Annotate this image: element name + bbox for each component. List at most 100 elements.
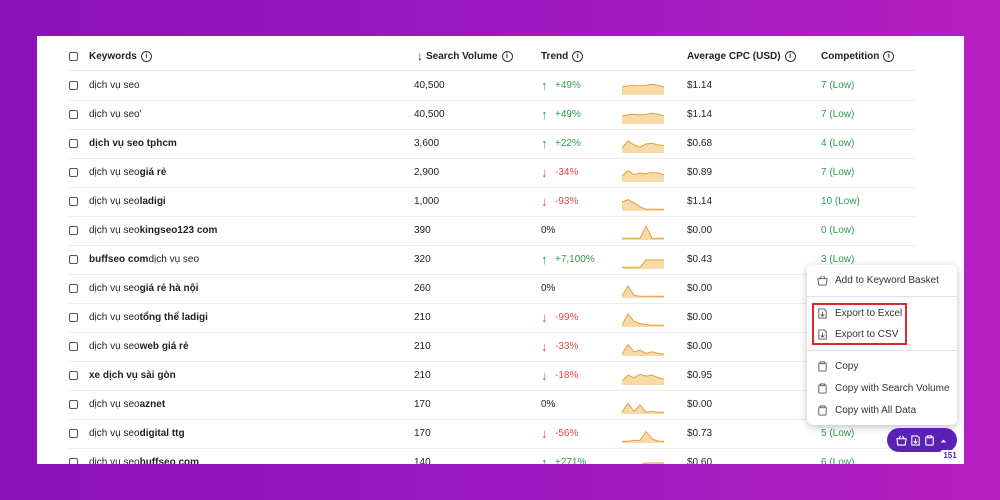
search-volume-cell: 140 <box>414 457 431 464</box>
trend-percent: +49% <box>555 109 581 120</box>
search-volume-cell: 40,500 <box>414 109 445 120</box>
row-checkbox[interactable] <box>69 110 78 119</box>
caret-up-icon[interactable] <box>938 435 949 446</box>
export-to-excel-item[interactable]: Export to Excel <box>817 304 952 322</box>
row-select-cell[interactable] <box>69 129 78 158</box>
context-menu: Add to Keyword Basket Export to Excel Ex… <box>807 265 957 425</box>
row-select-cell[interactable] <box>69 100 78 129</box>
competition-cell: 7 (Low) <box>821 80 855 91</box>
keyword-cell: dịch vụ seo <box>89 71 140 100</box>
trend-percent: +271% <box>555 457 587 464</box>
add-to-keyword-basket-label: Add to Keyword Basket <box>835 274 939 286</box>
info-icon[interactable]: i <box>572 50 584 62</box>
table-row[interactable]: dịch vụ seo' 40,500 ↑ +49% $1.14 7 (Low) <box>67 100 915 130</box>
export-to-csv-item[interactable]: Export to CSV <box>817 325 952 343</box>
trend-percent: +22% <box>555 138 581 149</box>
row-checkbox[interactable] <box>69 197 78 206</box>
row-checkbox[interactable] <box>69 284 78 293</box>
copy-with-all-data-item[interactable]: Copy with All Data <box>817 401 952 419</box>
cpc-cell: $0.95 <box>687 370 713 381</box>
select-all-checkbox[interactable] <box>69 51 78 61</box>
table-row[interactable]: dịch vụ seo 40,500 ↑ +49% $1.14 7 (Low) <box>67 71 915 101</box>
row-select-cell[interactable] <box>69 390 78 419</box>
column-header-keywords[interactable]: Keywords i <box>89 42 152 70</box>
trend-percent: -56% <box>555 428 579 439</box>
basket-icon[interactable] <box>895 435 907 446</box>
info-icon[interactable]: i <box>784 50 796 62</box>
search-volume-cell: 170 <box>414 399 431 410</box>
keyword-prefix: dịch vụ seo <box>89 428 140 439</box>
row-select-cell[interactable] <box>69 303 78 332</box>
row-select-cell[interactable] <box>69 158 78 187</box>
copy-item[interactable]: Copy <box>817 357 952 375</box>
row-checkbox[interactable] <box>69 458 78 464</box>
row-checkbox[interactable] <box>69 139 78 148</box>
table-row[interactable]: buffseo com dịch vụ seo 320 ↑ +7,100% $0.43 3… <box>67 245 915 275</box>
keyword-cell: dịch vụ seo buffseo com <box>89 448 199 464</box>
row-select-cell[interactable] <box>69 419 78 448</box>
column-header-trend[interactable]: Trend i <box>541 42 584 70</box>
row-select-cell[interactable] <box>69 216 78 245</box>
row-checkbox[interactable] <box>69 313 78 322</box>
keyword-prefix: dịch vụ seo <box>89 225 140 236</box>
row-select-cell[interactable] <box>69 245 78 274</box>
column-header-competition[interactable]: Competition i <box>821 42 895 70</box>
table-row[interactable]: dịch vụ seo tổng thể ladigi 210 ↓ -99% $0.00… <box>67 303 915 333</box>
competition-cell: 10 (Low) <box>821 196 860 207</box>
clipboard-icon <box>818 404 827 416</box>
row-checkbox[interactable] <box>69 429 78 438</box>
row-select-cell[interactable] <box>69 187 78 216</box>
sort-down-arrow-icon[interactable]: ↓ <box>417 49 423 63</box>
column-header-search-volume[interactable]: ↓ Search Volume i <box>417 42 513 70</box>
trend-cell: ↑ +22% <box>541 129 581 158</box>
row-select-cell[interactable] <box>69 332 78 361</box>
trend-arrow-icon: ↓ <box>541 165 548 180</box>
table-row[interactable]: dịch vụ seo tphcm 3,600 ↑ +22% $0.68 4 (Low) <box>67 129 915 159</box>
add-to-keyword-basket-item[interactable]: Add to Keyword Basket <box>817 271 952 289</box>
trend-percent: -33% <box>555 341 579 352</box>
row-checkbox[interactable] <box>69 371 78 380</box>
table-row[interactable]: dịch vụ seo buffseo com 140 ↑ +271% $0.60 6 (… <box>67 448 915 464</box>
trend-cell: ↑ +49% <box>541 100 581 129</box>
file-export-icon[interactable] <box>910 434 921 446</box>
trend-cell: ↑ +271% <box>541 448 586 464</box>
info-icon[interactable]: i <box>501 50 513 62</box>
search-volume-cell: 210 <box>414 312 431 323</box>
cpc-cell: $0.68 <box>687 138 713 149</box>
table-row[interactable]: dịch vụ seo ladigi 1,000 ↓ -93% $1.14 10 (Low… <box>67 187 915 217</box>
row-select-cell[interactable] <box>69 274 78 303</box>
clipboard-icon <box>818 382 827 394</box>
trend-percent: +49% <box>555 80 581 91</box>
keyword-prefix: dịch vụ seo <box>89 399 140 410</box>
row-select-cell[interactable] <box>69 71 78 100</box>
row-select-cell[interactable] <box>69 448 78 464</box>
menu-divider <box>807 350 957 351</box>
select-all-cell[interactable] <box>69 42 78 70</box>
info-icon[interactable]: i <box>883 50 895 62</box>
row-checkbox[interactable] <box>69 342 78 351</box>
row-checkbox[interactable] <box>69 400 78 409</box>
column-header-cpc[interactable]: Average CPC (USD) i <box>687 42 796 70</box>
keyword-cell: dịch vụ seo web giá rẻ <box>89 332 189 361</box>
table-row[interactable]: dịch vụ seo digital ttg 170 ↓ -56% $0.73 5 (L… <box>67 419 915 449</box>
row-checkbox[interactable] <box>69 226 78 235</box>
trend-sparkline <box>622 313 664 327</box>
floating-action-toolbar[interactable] <box>887 428 957 452</box>
trend-arrow-icon: ↓ <box>541 194 548 209</box>
table-row[interactable]: dịch vụ seo giá rẻ 2,900 ↓ -34% $0.89 7 (Low) <box>67 158 915 188</box>
trend-sparkline <box>622 343 664 356</box>
row-select-cell[interactable] <box>69 361 78 390</box>
info-icon[interactable]: i <box>140 50 152 62</box>
table-row[interactable]: dịch vụ seo kingseo123 com 390 0% $0.00 0 (L… <box>67 216 915 246</box>
keyword-suffix: dịch vụ seo <box>148 254 200 265</box>
clipboard-icon[interactable] <box>924 434 935 446</box>
row-checkbox[interactable] <box>69 81 78 90</box>
row-checkbox[interactable] <box>69 168 78 177</box>
search-volume-cell: 2,900 <box>414 167 440 178</box>
row-checkbox[interactable] <box>69 255 78 264</box>
copy-with-search-volume-item[interactable]: Copy with Search Volume <box>817 379 952 397</box>
